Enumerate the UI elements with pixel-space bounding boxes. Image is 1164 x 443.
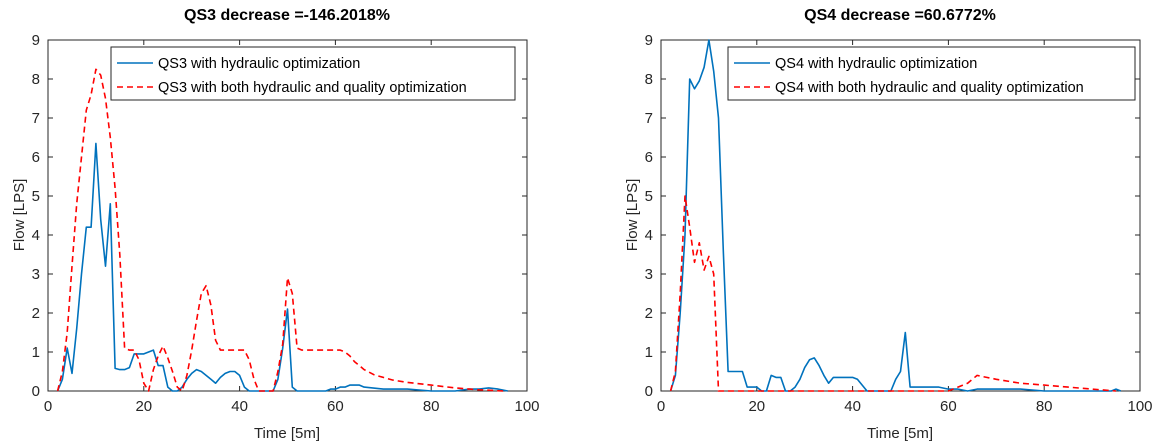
y-tick-label: 7 (32, 110, 40, 127)
x-tick-label: 80 (1036, 398, 1053, 415)
y-tick-label: 7 (645, 110, 653, 127)
y-tick-label: 2 (645, 305, 653, 322)
plot-area: 0 20 40 60 80 100 0 1 2 3 4 5 6 7 8 9 (645, 32, 1153, 415)
y-tick-label: 9 (32, 32, 40, 49)
legend-label-both: QS3 with both hydraulic and quality opti… (158, 80, 467, 96)
x-tick-label: 40 (844, 398, 861, 415)
y-tick-label: 8 (645, 71, 653, 88)
legend-box (727, 46, 1136, 101)
legend-label-both: QS4 with both hydraulic and quality opti… (775, 80, 1084, 96)
y-tick-label: 4 (645, 227, 653, 244)
chart-title: QS4 decrease =60.6772% (804, 7, 996, 24)
chart-qs4: QS4 decrease =60.6772% Flow [LPS] Time [… (624, 7, 1153, 442)
x-tick-label: 60 (940, 398, 957, 415)
legend: QS3 with hydraulic optimization QS3 with… (110, 46, 516, 101)
y-tick-label: 6 (32, 149, 40, 166)
y-tick-label: 9 (645, 32, 653, 49)
x-tick-label: 20 (748, 398, 765, 415)
y-tick-label: 0 (645, 383, 653, 400)
series-line-hydraulic (669, 39, 1122, 392)
series-line-both (56, 68, 504, 392)
x-tick-label: 80 (423, 398, 440, 415)
plot-area: 0 20 40 60 80 100 0 1 2 3 4 5 6 7 8 9 (32, 32, 540, 415)
series-line-both (669, 195, 1117, 392)
x-tick-label: 20 (135, 398, 152, 415)
x-tick-label: 60 (327, 398, 344, 415)
y-tick-label: 0 (32, 383, 40, 400)
series-line-hydraulic (56, 142, 508, 392)
chart-qs3: QS3 decrease =-146.2018% Flow [LPS] Time… (11, 7, 540, 442)
y-tick-label: 3 (32, 266, 40, 283)
y-tick-label: 4 (32, 227, 40, 244)
y-tick-label: 2 (32, 305, 40, 322)
x-tick-label: 0 (44, 398, 52, 415)
y-tick-label: 1 (645, 344, 653, 361)
x-tick-label: 0 (657, 398, 665, 415)
legend-label-hydraulic: QS4 with hydraulic optimization (775, 56, 977, 72)
y-tick-label: 8 (32, 71, 40, 88)
y-axis-label: Flow [LPS] (624, 179, 641, 252)
y-tick-label: 1 (32, 344, 40, 361)
y-tick-label: 3 (645, 266, 653, 283)
legend: QS4 with hydraulic optimization QS4 with… (727, 46, 1136, 101)
chart-title: QS3 decrease =-146.2018% (184, 7, 390, 24)
x-tick-label: 100 (514, 398, 539, 415)
y-tick-label: 5 (32, 188, 40, 205)
x-tick-label: 100 (1127, 398, 1152, 415)
y-tick-label: 5 (645, 188, 653, 205)
y-tick-label: 6 (645, 149, 653, 166)
legend-label-hydraulic: QS3 with hydraulic optimization (158, 56, 360, 72)
legend-box (110, 46, 516, 101)
x-axis-label: Time [5m] (254, 425, 320, 442)
x-axis-label: Time [5m] (867, 425, 933, 442)
y-axis-label: Flow [LPS] (11, 179, 28, 252)
axes-box (47, 39, 528, 392)
x-tick-label: 40 (231, 398, 248, 415)
